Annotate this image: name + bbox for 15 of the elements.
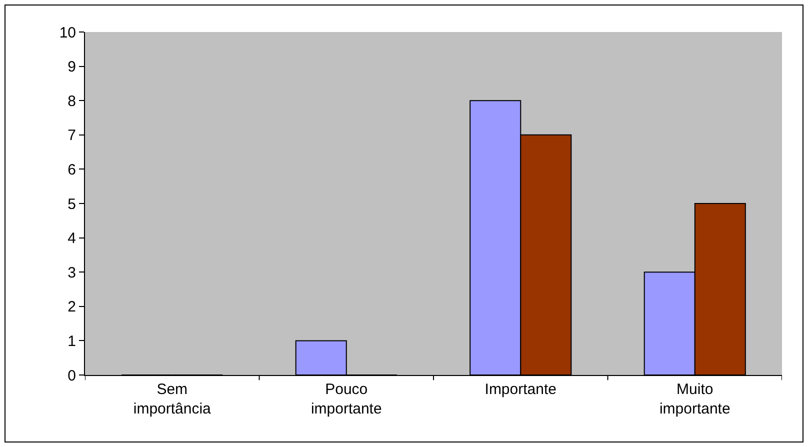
x-tick-label: Muito importante: [659, 381, 730, 418]
y-tick-label: 2: [68, 298, 76, 316]
x-tick-label: Pouco importante: [310, 381, 382, 418]
y-tick-label: 8: [68, 92, 76, 110]
y-tick-label: 4: [68, 230, 76, 248]
y-tick-label: 5: [68, 196, 76, 213]
x-tick-label: Sem importância: [133, 381, 212, 418]
y-tick-label: 7: [68, 127, 76, 144]
y-tick-label: 10: [59, 24, 76, 42]
y-tick-label: 0: [68, 367, 76, 384]
x-tick-label: Importante: [484, 381, 556, 398]
y-tick-label: 3: [68, 264, 76, 282]
y-tick-label: 1: [68, 332, 76, 350]
y-tick-label: 6: [68, 161, 76, 178]
y-tick-label: 9: [68, 58, 76, 76]
